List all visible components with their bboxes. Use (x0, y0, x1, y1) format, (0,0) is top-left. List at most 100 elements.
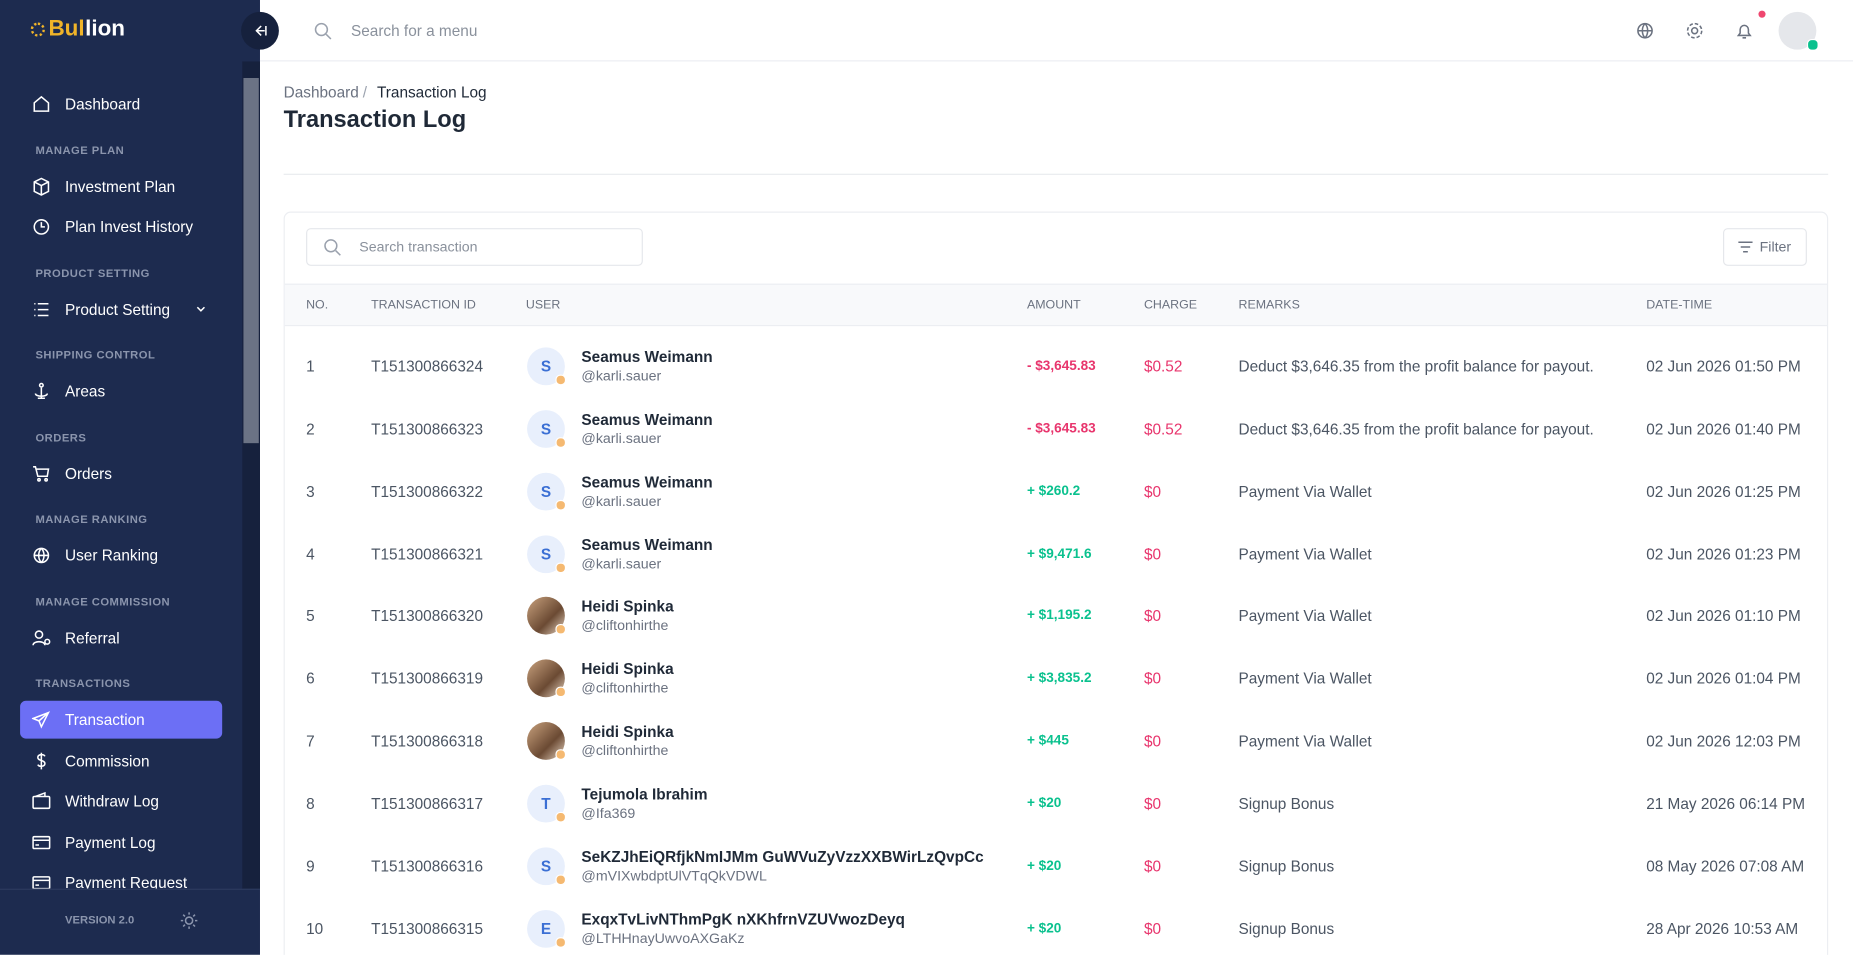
nav-label: Commission (64, 751, 150, 770)
user-name: ExqxTvLivNThmPgK nXKhfrnVZUVwozDeyq (581, 910, 905, 928)
scroll-thumb (243, 77, 259, 444)
notification-dot (1758, 10, 1766, 18)
user-handle: @karli.sauer (581, 492, 662, 509)
column-header: AMOUNT (1026, 297, 1081, 312)
user-name: Seamus Weimann (581, 410, 713, 429)
user-name: Heidi Spinka (581, 597, 674, 616)
status-dot (555, 624, 567, 636)
avatar-letter: S (540, 482, 552, 501)
charge: $0.52 (1143, 419, 1183, 438)
filter-icon (1736, 238, 1755, 257)
charge: $0 (1143, 544, 1162, 563)
nav-item[interactable]: Product Setting (20, 290, 222, 328)
user-handle: @LTHHnayUwvoAXGaKz (581, 929, 745, 947)
user-handle: @karli.sauer (581, 554, 662, 572)
charge: $0 (1143, 732, 1162, 750)
user-name: Seamus Weimann (581, 348, 713, 366)
column-header: REMARKS (1238, 297, 1300, 312)
breadcrumb-link[interactable]: Dashboard (283, 83, 359, 102)
charge: $0 (1143, 794, 1162, 813)
breadcrumb-sep: / (362, 83, 368, 102)
row-no: 7 (306, 732, 315, 750)
datetime: 02 Jun 2026 01:10 PM (1646, 607, 1801, 626)
user-name: Seamus Weimann (581, 535, 713, 554)
avatar: S (527, 534, 567, 573)
transaction-search[interactable]: Search transaction (306, 228, 643, 266)
nav-item[interactable]: Areas (20, 372, 222, 410)
nav-icon (32, 300, 51, 319)
avatar: E (527, 909, 567, 948)
avatar-letter: T (541, 794, 551, 813)
avatar-letter: E (540, 919, 552, 938)
datetime: 02 Jun 2026 01:50 PM (1646, 357, 1801, 376)
nav-item[interactable]: Payment Request (20, 864, 222, 889)
brand-icon (30, 22, 45, 37)
amount: - $3,645.83 (1026, 359, 1096, 374)
transaction-id: T151300866322 (371, 482, 483, 501)
nav-item[interactable]: Orders (20, 454, 222, 492)
nav-icon (32, 546, 51, 565)
amount: + $3,835.2 (1026, 671, 1092, 686)
nav-item[interactable]: Commission (20, 742, 222, 780)
table-header: NO. TRANSACTION ID USER AMOUNT CHARGE REMARKS… (284, 283, 1828, 327)
transaction-id: T151300866320 (371, 607, 483, 626)
datetime: 08 May 2026 07:08 AM (1646, 857, 1805, 875)
amount: + $20 (1026, 858, 1062, 874)
menu-search[interactable]: Search for a menu (350, 21, 478, 40)
remarks: Payment Via Wallet (1238, 544, 1372, 563)
search-icon (323, 238, 342, 257)
filter-button[interactable]: Filter (1723, 228, 1807, 266)
nav-heading: TRANSACTIONS (35, 677, 131, 691)
nav-heading: MANAGE RANKING (35, 513, 148, 527)
column-header: DATE-TIME (1646, 297, 1713, 312)
page-title: Transaction Log (283, 106, 467, 133)
language[interactable] (1636, 21, 1655, 40)
transaction-id: T151300866323 (371, 419, 483, 438)
user-handle: @cliftonhirthe (581, 742, 669, 759)
nav-heading: MANAGE COMMISSION (35, 595, 171, 609)
nav-icon (32, 382, 51, 401)
settings[interactable] (1685, 21, 1704, 40)
row-no: 9 (306, 857, 315, 875)
theme-toggle[interactable] (180, 911, 199, 930)
status-dot (555, 874, 567, 885)
nav-icon (32, 464, 51, 483)
nav-item[interactable]: Plan Invest History (20, 208, 222, 246)
nav-item[interactable]: Withdraw Log (20, 782, 222, 820)
remarks: Deduct $3,646.35 from the profit balance… (1238, 419, 1594, 438)
remarks: Payment Via Wallet (1238, 607, 1372, 626)
avatar: S (527, 409, 567, 448)
avatar-letter: S (540, 544, 552, 563)
user-name: Tejumola Ibrahim (581, 785, 708, 803)
user-name: SeKZJhEiQRfjkNmIJMm GuWVuZyVzzXXBWirLzQv… (581, 847, 984, 866)
sidebar-footer-border (0, 888, 260, 890)
nav-item[interactable]: Referral (20, 619, 222, 657)
avatar-letter: S (540, 857, 552, 875)
nav-item[interactable]: Transaction (20, 700, 223, 739)
sidebar: Bul lion Dashboard MANAGE PLAN Investment Pl… (0, 0, 260, 955)
transaction-id: T151300866324 (371, 357, 483, 376)
avatar-letter: S (540, 419, 552, 438)
search-icon (313, 21, 332, 40)
transaction-id: T151300866319 (371, 669, 483, 688)
notifications[interactable] (1735, 21, 1754, 40)
nav-item[interactable]: User Ranking (20, 537, 222, 575)
column-header: CHARGE (1143, 297, 1198, 312)
nav-heading: MANAGE PLAN (35, 144, 125, 158)
user-name: Heidi Spinka (581, 722, 674, 741)
status-dot (555, 811, 567, 823)
collapse-button[interactable] (241, 11, 279, 50)
user-name: Heidi Spinka (581, 660, 674, 679)
nav-label: Plan Invest History (64, 218, 194, 236)
user-handle: @karli.sauer (581, 367, 662, 385)
datetime: 02 Jun 2026 01:04 PM (1646, 669, 1801, 688)
row-no: 8 (306, 794, 315, 813)
datetime: 02 Jun 2026 01:23 PM (1646, 544, 1801, 563)
nav-item[interactable]: Payment Log (20, 823, 222, 861)
nav-item[interactable]: Dashboard (20, 85, 222, 123)
status-dot (555, 936, 567, 948)
nav-item[interactable]: Investment Plan (20, 167, 222, 205)
status-dot (555, 437, 567, 448)
amount: + $20 (1026, 796, 1062, 811)
